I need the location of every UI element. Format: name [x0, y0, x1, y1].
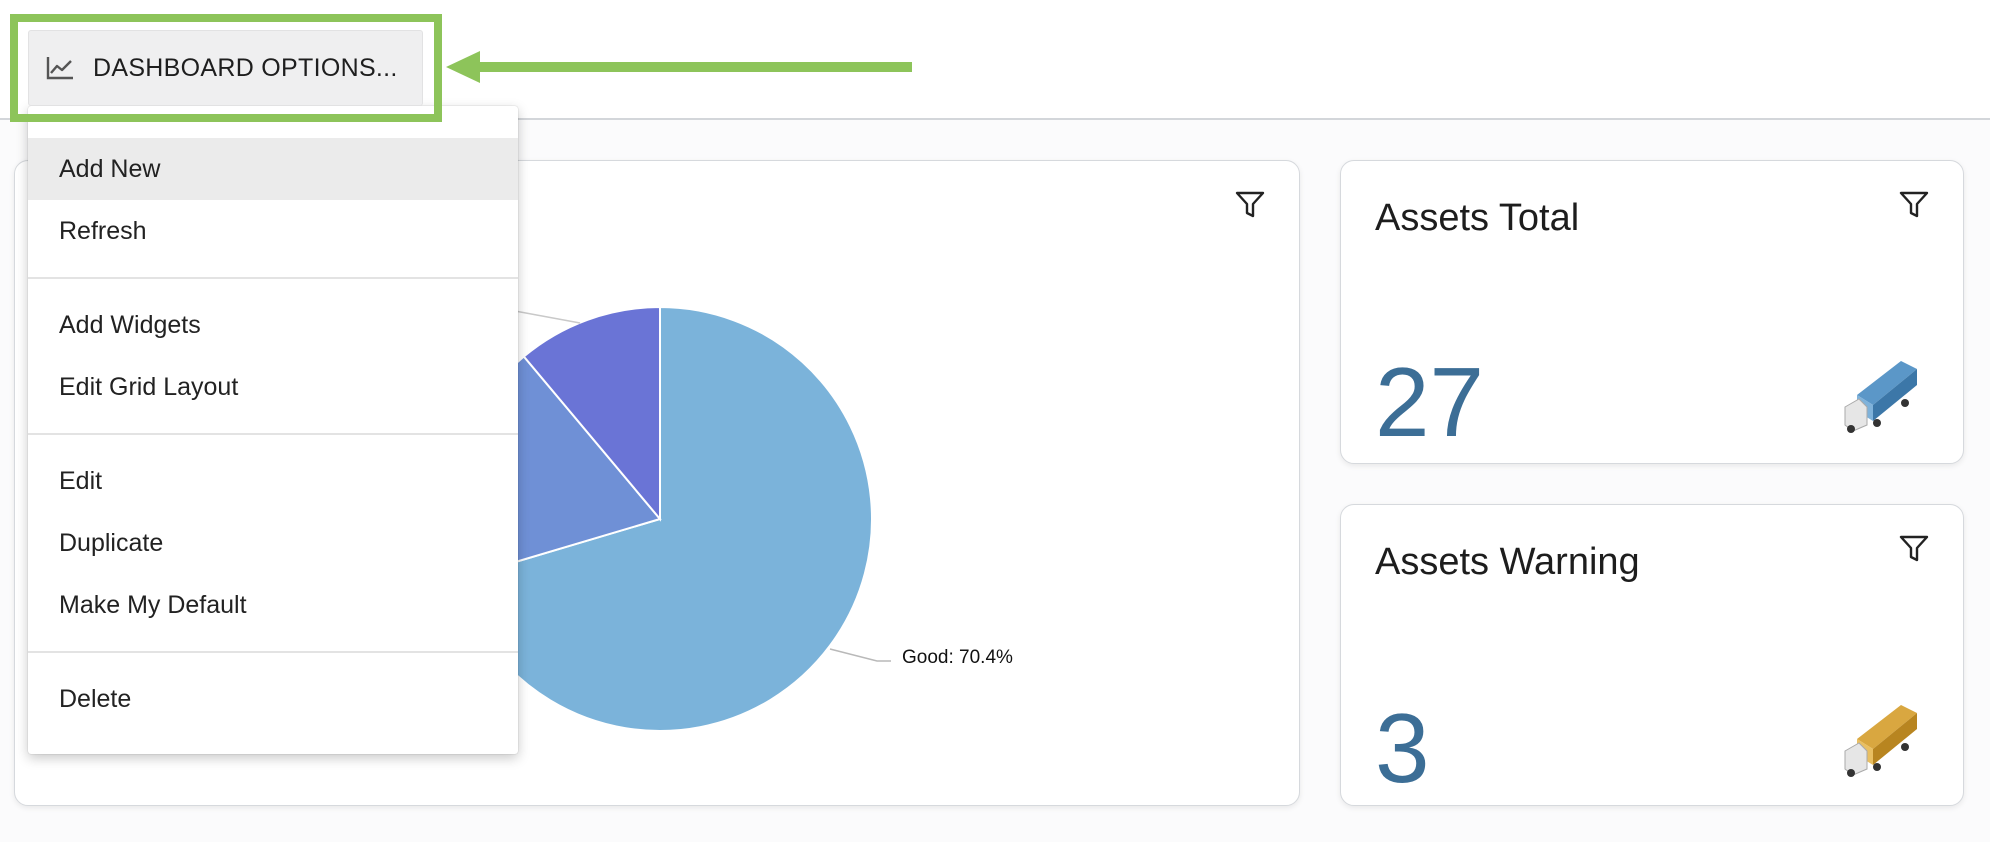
blue-truck-icon	[1843, 355, 1919, 442]
pie-slice-3[interactable]	[522, 305, 661, 522]
menu-divider	[28, 651, 518, 653]
pie-leader-line-good	[829, 648, 891, 662]
pie-label-good: Good: 70.4%	[902, 647, 1013, 668]
widget-title: Assets Total	[1375, 197, 1580, 239]
menu-item-edit-grid-layout[interactable]: Edit Grid Layout	[59, 372, 239, 401]
dashboard-options-button[interactable]: DASHBOARD OPTIONS...	[28, 30, 423, 106]
dashboard-options-menu: Add New Refresh Add Widgets Edit Grid Layou…	[28, 106, 518, 754]
menu-item-duplicate[interactable]: Duplicate	[59, 528, 164, 557]
menu-item-refresh[interactable]: Refresh	[59, 216, 147, 245]
widget-value: 3	[1375, 693, 1430, 803]
pie-leader-line-hidden	[514, 310, 581, 324]
assets-warning-widget: Assets Warning 3	[1340, 504, 1964, 806]
menu-divider	[28, 433, 518, 435]
highlight-frame	[10, 14, 442, 122]
menu-divider	[28, 277, 518, 279]
widget-value: 27	[1375, 347, 1485, 457]
menu-item-add-widgets[interactable]: Add Widgets	[59, 310, 201, 339]
filter-icon[interactable]	[1899, 535, 1929, 563]
filter-icon[interactable]	[1899, 191, 1929, 219]
assets-total-widget: Assets Total 27	[1340, 160, 1964, 464]
widget-title: Assets Warning	[1375, 541, 1640, 583]
yellow-truck-icon	[1843, 699, 1919, 786]
menu-item-make-my-default[interactable]: Make My Default	[59, 590, 247, 619]
menu-item-add-new[interactable]: Add New	[28, 138, 518, 200]
pointer-arrow	[446, 51, 912, 83]
line-chart-icon	[45, 55, 75, 81]
filter-icon[interactable]	[1235, 191, 1265, 219]
menu-item-edit[interactable]: Edit	[59, 466, 103, 495]
menu-item-delete[interactable]: Delete	[59, 684, 132, 713]
dashboard-options-label: DASHBOARD OPTIONS...	[93, 53, 398, 82]
pie-slice-1[interactable]	[455, 305, 873, 732]
